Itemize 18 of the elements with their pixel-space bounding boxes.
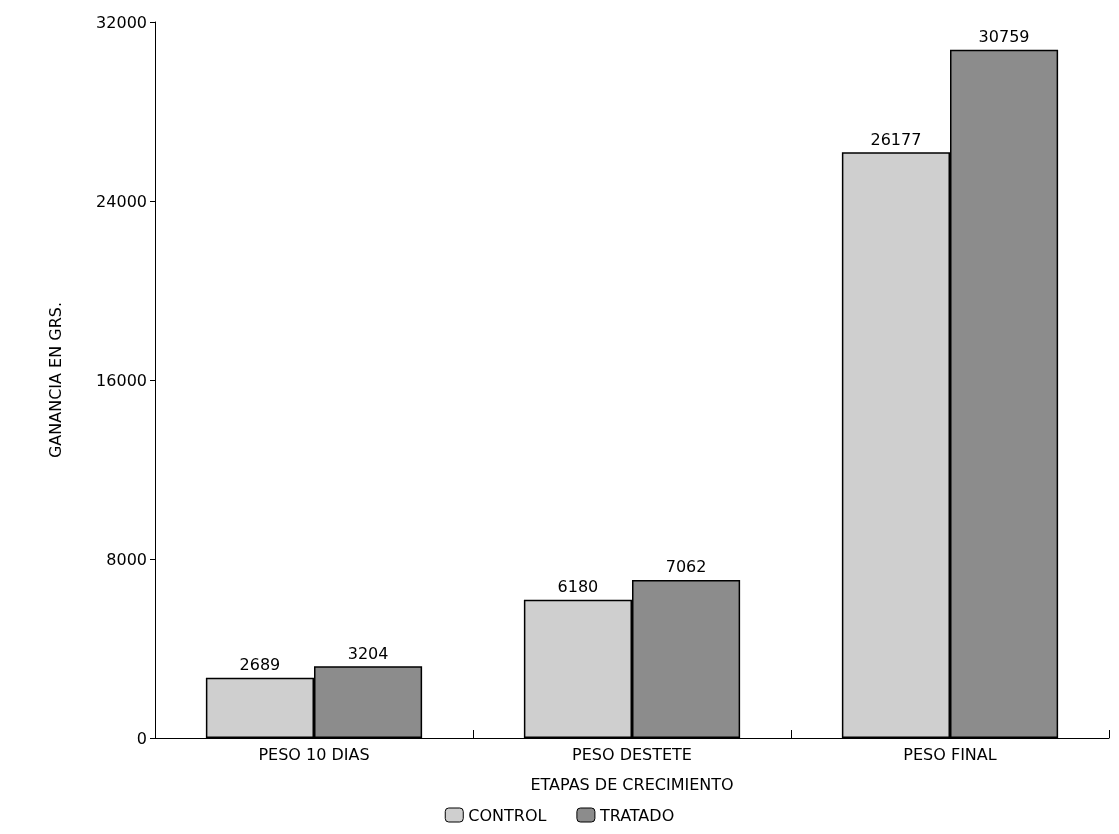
x-tick-label: PESO FINAL (903, 744, 997, 764)
data-label: 6180 (557, 577, 599, 597)
y-tick-label: 16000 (96, 370, 147, 390)
legend-label: CONTROL (468, 805, 547, 825)
data-label: 26177 (870, 129, 922, 149)
data-label: 3204 (347, 643, 389, 663)
x-tick-label: PESO 10 DIAS (258, 744, 370, 764)
y-tick-label: 0 (136, 728, 147, 748)
y-tick-label: 8000 (106, 549, 147, 569)
data-label: 2689 (239, 655, 281, 675)
x-axis-title: ETAPAS DE CRECIMIENTO (530, 774, 734, 794)
y-tick-label: 24000 (96, 191, 147, 211)
y-tick-label: 32000 (96, 12, 147, 32)
x-tick-label: PESO DESTETE (572, 744, 692, 764)
legend-label: TRATADO (598, 805, 675, 825)
y-axis-title: GANANCIA EN GRS. (45, 301, 65, 459)
data-label: 7062 (665, 557, 707, 577)
data-label: 30759 (978, 27, 1030, 47)
